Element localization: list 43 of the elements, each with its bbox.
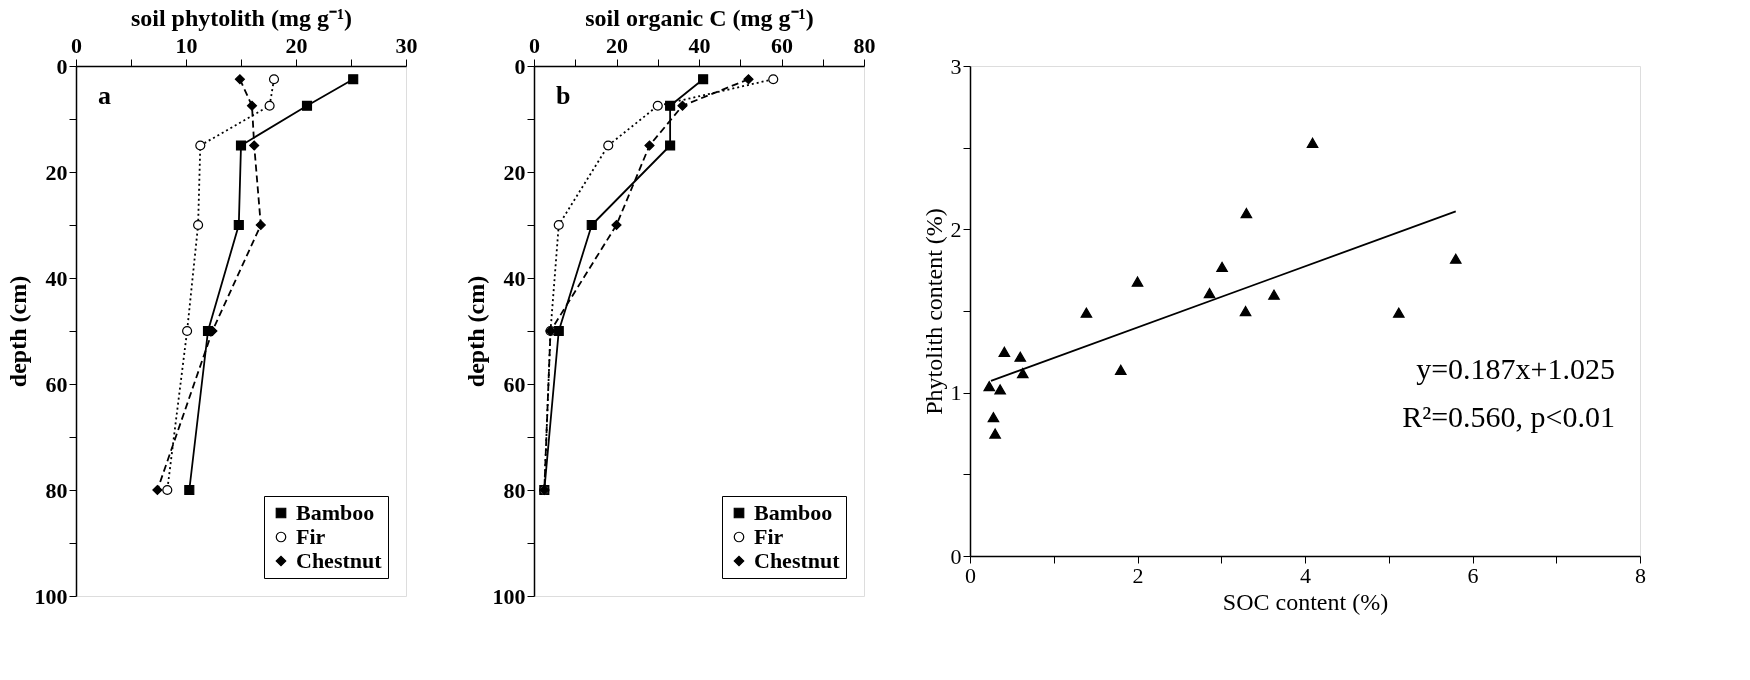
y-tick-label: 0 — [514, 53, 526, 79]
annotation: b — [556, 81, 571, 110]
y-tick-label: 2 — [950, 216, 962, 242]
legend-label: Fir — [296, 524, 326, 549]
y-tick-label: 80 — [45, 477, 68, 503]
y-tick-label: 20 — [503, 159, 526, 185]
y-tick-label: 60 — [503, 371, 526, 397]
legend-label: Chestnut — [754, 548, 841, 573]
y-tick-label: 60 — [45, 371, 68, 397]
x-tick-label: 60 — [771, 32, 793, 58]
y-tick-label: 1 — [950, 380, 962, 406]
x-tick-label: 2 — [1132, 562, 1144, 588]
y-axis-title: Phytolith content (%) — [920, 208, 947, 415]
y-tick-label: 0 — [56, 53, 68, 79]
y-tick-label: 100 — [34, 583, 68, 609]
x-axis-title: soil organic C (mg g⁻¹) — [585, 4, 814, 31]
y-tick-label: 3 — [950, 53, 962, 79]
x-tick-label: 40 — [688, 32, 711, 58]
y-axis-title: depth (cm) — [462, 275, 489, 388]
annotation: a — [98, 81, 111, 110]
x-tick-label: 10 — [175, 32, 198, 58]
legend-label: Chestnut — [296, 548, 383, 573]
x-axis-title: SOC content (%) — [1222, 588, 1389, 615]
legend-label: Bamboo — [754, 500, 833, 525]
x-tick-label: 20 — [285, 32, 308, 58]
x-axis-title: soil phytolith (mg g⁻¹) — [130, 4, 353, 31]
y-tick-label: 80 — [503, 477, 526, 503]
y-tick-label: 20 — [45, 159, 68, 185]
y-tick-label: 40 — [503, 265, 526, 291]
x-tick-label: 6 — [1467, 562, 1479, 588]
legend-label: Bamboo — [296, 500, 375, 525]
y-axis-title: depth (cm) — [4, 275, 31, 388]
x-tick-label: 30 — [395, 32, 418, 58]
x-tick-label: 8 — [1635, 562, 1646, 588]
y-tick-label: 40 — [45, 265, 68, 291]
y-tick-label: 100 — [492, 583, 526, 609]
x-tick-label: 4 — [1300, 562, 1311, 588]
annotation: R²=0.560, p<0.01 — [1402, 399, 1615, 433]
legend-label: Fir — [754, 524, 784, 549]
annotation: y=0.187x+1.025 — [1416, 351, 1615, 385]
x-tick-label: 80 — [853, 32, 876, 58]
y-tick-label: 0 — [950, 543, 962, 569]
x-tick-label: 20 — [606, 32, 628, 58]
